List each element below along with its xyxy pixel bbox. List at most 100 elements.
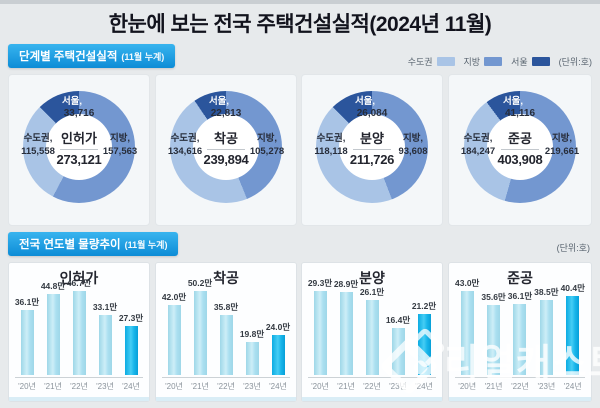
bar-card-chakgong: 착공 42.0만 50.2만 35.8만 19.8만 24.0만 '20년 '21년 '22… (155, 262, 297, 402)
bar (539, 300, 553, 375)
donut-card-inheoga: 서울, 33,716 수도권, 115,558 지방, 157,563 인허가 … (8, 74, 150, 226)
year-label: '22년 (70, 382, 88, 391)
donut-seoul-value: 26,084 (356, 108, 388, 119)
bar-column: 33.1만 (93, 301, 117, 375)
bar (487, 305, 501, 375)
bar-value-label: 42.0만 (161, 292, 187, 302)
bar-chart-title: 착공 (213, 270, 239, 286)
bar-chart-title: 인허가 (59, 270, 99, 286)
bar-current-year (566, 296, 580, 375)
bar (365, 300, 379, 375)
year-label: '21년 (337, 382, 355, 391)
x-axis-line (455, 377, 585, 378)
bar (339, 292, 353, 375)
bar-current-year (124, 326, 138, 375)
bar (167, 305, 181, 375)
year-label: '24년 (269, 382, 287, 391)
year-label: '20년 (165, 382, 183, 391)
legend-swatch-jibang (484, 57, 503, 66)
bar-value-label: 36.1만 (14, 297, 40, 307)
bar-column: 46.7만 (67, 277, 91, 375)
section1-header-label: 단계별 주택건설실적 (19, 51, 118, 63)
bar (193, 291, 207, 375)
donut-title: 착공 (214, 130, 238, 146)
donut-total: 239,894 (203, 151, 249, 167)
donut-seoul-label: 서울, (61, 96, 83, 107)
bar-column: 28.9만 (334, 278, 358, 375)
section2-header-label: 전국 연도별 물량추이 (19, 239, 121, 251)
donut-divider (60, 148, 98, 150)
x-axis-line (162, 377, 290, 378)
bar (219, 315, 233, 375)
bar-column: 43.0만 (455, 277, 479, 375)
donut-title: 준공 (508, 130, 532, 146)
year-label: '23년 (96, 382, 114, 391)
x-axis-labels: '20년 '21년 '22년 '23년 '24년 (454, 381, 586, 392)
top-decorative-strip (0, 0, 600, 4)
bar-value-label: 40.4만 (560, 283, 585, 293)
x-axis-labels: '20년 '21년 '22년 '23년 '24년 (307, 381, 437, 392)
donut-total: 273,121 (56, 151, 102, 167)
bar (20, 310, 34, 375)
donut-jibang-label: 지방, 93,608 (398, 133, 428, 157)
bar-chart-inheoga: 36.1만 44.8만 46.7만 33.1만 27.3만 (14, 273, 144, 375)
bar-value-label: 19.8만 (239, 329, 265, 339)
year-label: '21년 (44, 382, 62, 391)
legend-label-sudogwon: 수도권 (407, 57, 433, 67)
bar-card-bunyang: 분양 29.3만 28.9만 26.1만 16.4만 21.2만 '20년 '21년 '22… (301, 262, 443, 402)
bar (98, 315, 112, 375)
year-label: '20년 (18, 382, 36, 391)
donut-divider (353, 148, 391, 150)
legend-label-seoul: 서울 (511, 57, 528, 67)
year-label: '21년 (191, 382, 209, 391)
bar-column: 35.8만 (214, 301, 238, 375)
section2-header: 전국 연도별 물량추이 (11월 누계) (8, 232, 179, 256)
bar (460, 291, 474, 375)
bar-card-jungong: 준공 43.0만 35.6만 36.1만 38.5만 40.4만 '20년 '21년 '22… (448, 262, 592, 402)
bar-column: 36.1만 (15, 296, 39, 375)
donut-center: 준공 403,908 (487, 114, 553, 180)
bar-column: 21.2만 (412, 300, 436, 375)
donut-divider (501, 148, 539, 150)
bar-column: 38.5만 (534, 286, 559, 375)
donut-card-chakgong: 서울, 22,813 수도권, 134,616 지방, 105,278 착공 2… (155, 74, 297, 226)
legend-swatch-sudogwon (436, 57, 455, 66)
donut-card-bunyang: 서울, 26,084 수도권, 118,118 지방, 93,608 분양 21… (301, 74, 443, 226)
bar-value-label: 46.7만 (66, 278, 92, 288)
donut-seoul-value: 33,716 (63, 108, 95, 119)
bar-value-label: 43.0만 (455, 278, 480, 288)
bar-column: 24.0만 (266, 321, 290, 375)
x-axis-labels: '20년 '21년 '22년 '23년 '24년 (161, 381, 291, 392)
donut-card-jungong: 서울, 41,116 수도권, 184,247 지방, 219,661 준공 4… (448, 74, 592, 226)
bar-column: 29.3만 (308, 277, 332, 375)
bar-value-label: 38.5만 (534, 287, 559, 297)
donut-seoul-value: 22,813 (210, 108, 242, 119)
donut-sudogwon-label: 수도권, 134,616 (167, 133, 203, 157)
bar-value-label: 44.8만 (40, 281, 66, 291)
year-label: '20년 (311, 382, 329, 391)
donut-seoul-label: 서울, (502, 96, 524, 107)
bar-column: 36.1만 (508, 290, 532, 375)
year-label: '24년 (122, 382, 140, 391)
bar-card-inheoga: 인허가 36.1만 44.8만 46.7만 33.1만 27.3만 '20년 '21년 '2… (8, 262, 150, 402)
donut-title: 인허가 (61, 130, 97, 146)
x-axis-line (308, 377, 436, 378)
bar-value-label: 16.4만 (385, 315, 411, 325)
year-label: '23년 (537, 382, 556, 391)
year-label: '20년 (458, 382, 477, 391)
year-label: '21년 (484, 382, 503, 391)
donut-center: 분양 211,726 (339, 114, 405, 180)
donut-total: 211,726 (349, 151, 395, 167)
bar-current-year (271, 335, 285, 375)
legend-label-jibang: 지방 (463, 57, 481, 67)
section1-unit-label: (단위:호) (558, 57, 592, 67)
donut-center: 인허가 273,121 (46, 114, 112, 180)
section2-header-suffix: (11월 누계) (124, 240, 168, 250)
donut-sudogwon-label: 수도권, 118,118 (314, 133, 348, 157)
year-label: '22년 (217, 382, 235, 391)
donut-title: 분양 (360, 130, 384, 146)
bar-value-label: 33.1만 (92, 302, 118, 312)
year-label: '22년 (511, 382, 529, 391)
bar-value-label: 26.1만 (359, 287, 385, 297)
